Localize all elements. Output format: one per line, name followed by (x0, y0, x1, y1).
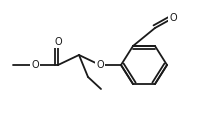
Text: O: O (31, 60, 39, 70)
Text: O: O (96, 60, 104, 70)
Text: O: O (54, 37, 62, 47)
Text: O: O (169, 13, 177, 23)
